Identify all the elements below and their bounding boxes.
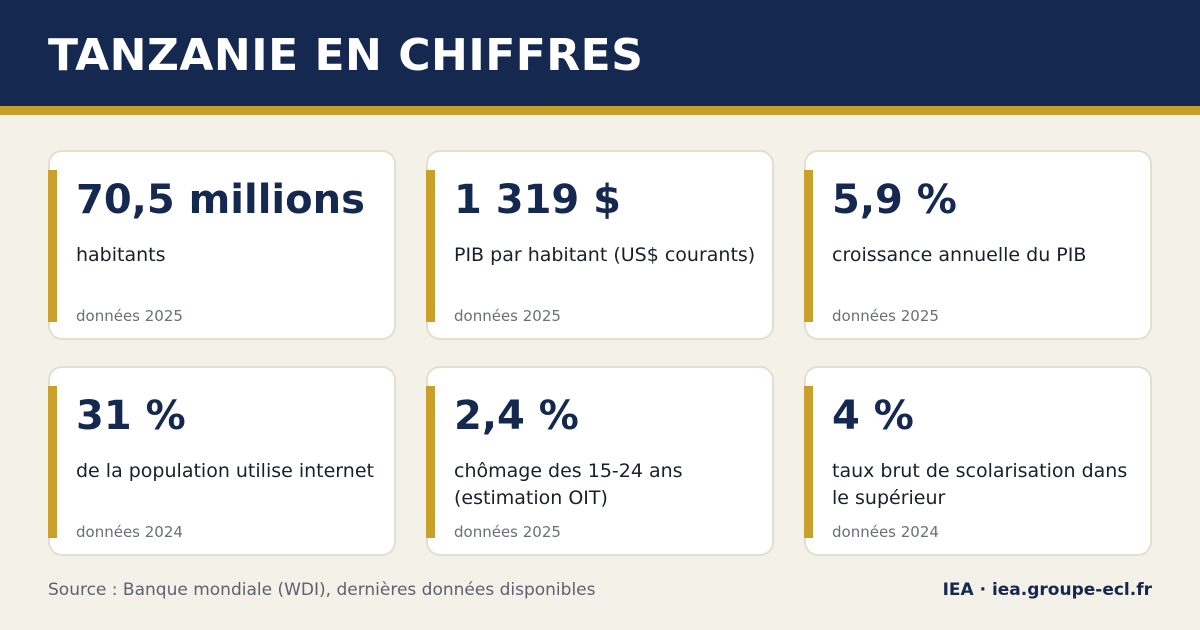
stat-label: de la population utilise internet — [76, 460, 374, 482]
card-accent-bar — [48, 170, 57, 322]
page-title: TANZANIE EN CHIFFRES — [48, 30, 644, 81]
stat-card-internet-use: 31 % de la population utilise internet d… — [48, 366, 396, 556]
stat-year: données 2024 — [76, 523, 183, 541]
brand-credit: IEA · iea.groupe-ecl.fr — [942, 580, 1152, 600]
stat-value: 1 319 $ — [454, 177, 622, 223]
stat-card-population: 70,5 millions habitants données 2025 — [48, 150, 396, 340]
stat-label: chômage des 15-24 ans (estimation OIT) — [454, 460, 683, 509]
stat-year: données 2024 — [832, 523, 939, 541]
card-accent-bar — [426, 170, 435, 322]
stat-value: 31 % — [76, 393, 186, 439]
stat-value: 4 % — [832, 393, 914, 439]
header-divider — [0, 106, 1200, 115]
stat-label: PIB par habitant (US$ courants) — [454, 244, 756, 266]
stat-label: habitants — [76, 244, 166, 266]
stat-card-gdp-growth: 5,9 % croissance annuelle du PIB données… — [804, 150, 1152, 340]
stat-year: données 2025 — [454, 523, 561, 541]
stat-card-tertiary-enrollment: 4 % taux brut de scolarisation dans le s… — [804, 366, 1152, 556]
card-accent-bar — [48, 386, 57, 538]
stat-year: données 2025 — [454, 307, 561, 325]
card-accent-bar — [804, 170, 813, 322]
stat-year: données 2025 — [76, 307, 183, 325]
header-banner: TANZANIE EN CHIFFRES — [0, 0, 1200, 106]
stat-card-gdp-per-capita: 1 319 $ PIB par habitant (US$ courants) … — [426, 150, 774, 340]
stat-label: taux brut de scolarisation dans le supér… — [832, 460, 1128, 509]
card-accent-bar — [426, 386, 435, 538]
stat-value: 2,4 % — [454, 393, 579, 439]
stat-year: données 2025 — [832, 307, 939, 325]
source-note: Source : Banque mondiale (WDI), dernière… — [48, 580, 596, 600]
stat-card-youth-unemployment: 2,4 % chômage des 15-24 ans (estimation … — [426, 366, 774, 556]
stat-label: croissance annuelle du PIB — [832, 244, 1087, 266]
stat-value: 5,9 % — [832, 177, 957, 223]
card-accent-bar — [804, 386, 813, 538]
stat-value: 70,5 millions — [76, 177, 365, 223]
